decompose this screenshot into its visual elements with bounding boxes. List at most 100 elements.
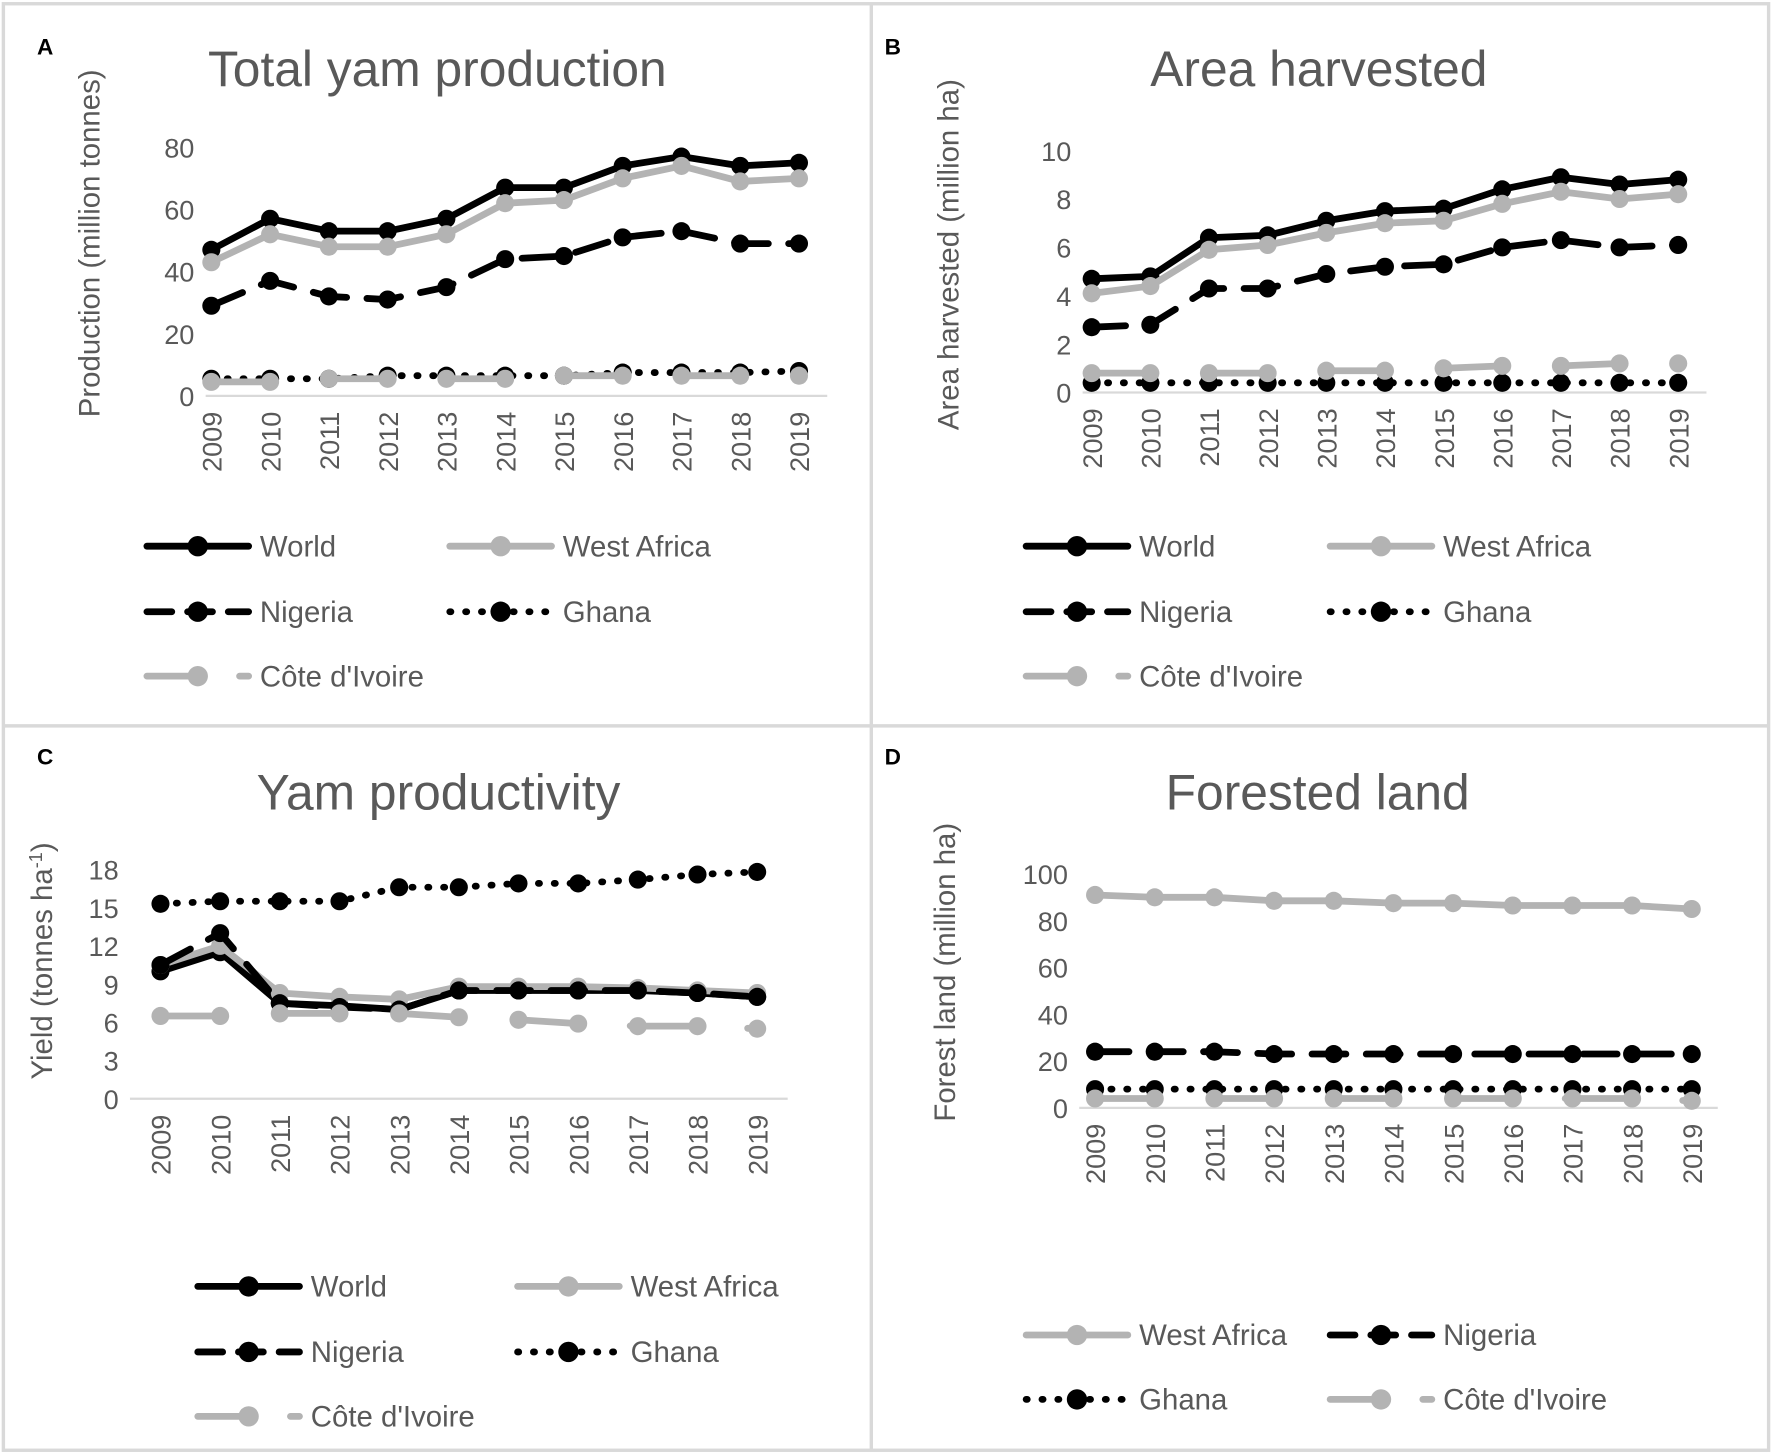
data-point bbox=[261, 209, 280, 228]
x-tick-label: 2014 bbox=[444, 1115, 475, 1175]
data-point bbox=[449, 1008, 468, 1027]
data-point bbox=[1493, 180, 1512, 199]
y-tick-label: 40 bbox=[1038, 999, 1068, 1030]
x-tick-label: 2019 bbox=[1663, 408, 1694, 468]
panel-b: B Area harvested Area harvested (million h… bbox=[885, 35, 1707, 693]
x-tick-label: 2014 bbox=[490, 412, 521, 472]
legend-marker bbox=[490, 536, 511, 557]
data-point bbox=[1503, 1044, 1522, 1064]
x-tick-label: 2018 bbox=[683, 1115, 714, 1175]
data-point bbox=[1145, 1089, 1164, 1108]
data-point bbox=[748, 1019, 767, 1038]
data-point bbox=[789, 234, 809, 253]
data-point bbox=[628, 870, 647, 889]
data-point bbox=[569, 1014, 588, 1033]
y-tick-label: 80 bbox=[1038, 906, 1068, 937]
data-point bbox=[1141, 364, 1160, 383]
legend-item: Côte d'Ivoire bbox=[1326, 1384, 1607, 1417]
data-point bbox=[509, 981, 528, 1000]
x-tick-label: 2014 bbox=[1370, 408, 1401, 468]
legend-item: West Africa bbox=[1022, 1319, 1288, 1352]
data-point bbox=[151, 1006, 170, 1026]
y-tick-label: 12 bbox=[89, 931, 119, 962]
data-point bbox=[270, 892, 289, 911]
data-point bbox=[1503, 896, 1522, 915]
legend-marker bbox=[238, 1406, 259, 1427]
data-point bbox=[390, 1004, 409, 1023]
data-point bbox=[672, 156, 691, 175]
x-tick-label: 2016 bbox=[608, 412, 639, 472]
x-tick-label: 2012 bbox=[325, 1115, 356, 1175]
data-point bbox=[1199, 279, 1219, 298]
data-point bbox=[748, 862, 767, 881]
legend-marker bbox=[1370, 1389, 1392, 1410]
legend-label: World bbox=[1139, 530, 1215, 563]
data-point bbox=[1434, 373, 1453, 392]
data-point bbox=[496, 369, 515, 388]
x-tick-label: 2013 bbox=[1311, 408, 1342, 468]
legend-marker bbox=[187, 665, 208, 687]
data-point bbox=[1669, 185, 1688, 204]
legend-marker bbox=[1370, 536, 1392, 557]
data-point bbox=[1551, 231, 1570, 250]
y-tick-label: 40 bbox=[164, 257, 194, 288]
data-point bbox=[1610, 354, 1629, 373]
x-tick-label: 2013 bbox=[432, 412, 463, 472]
x-tick-label: 2011 bbox=[265, 1115, 296, 1173]
y-tick-label: 0 bbox=[1053, 1093, 1068, 1124]
y-tick-label: 10 bbox=[1041, 136, 1071, 167]
data-point bbox=[1258, 235, 1277, 255]
legend-item: Nigeria bbox=[1326, 1319, 1537, 1352]
x-tick-label: 2009 bbox=[197, 412, 228, 472]
data-point bbox=[378, 369, 397, 388]
x-tick-label: 2018 bbox=[1605, 408, 1636, 468]
data-point bbox=[1205, 1042, 1224, 1061]
data-point bbox=[261, 225, 280, 244]
data-point bbox=[1610, 238, 1629, 257]
data-point bbox=[1375, 257, 1394, 276]
data-point bbox=[1384, 1044, 1403, 1064]
legend-marker bbox=[238, 1276, 259, 1297]
x-tick-label: 2011 bbox=[1194, 408, 1225, 466]
data-point bbox=[1551, 373, 1570, 392]
panel-label: D bbox=[885, 744, 901, 769]
legend-marker bbox=[187, 601, 208, 622]
series-nigeria bbox=[202, 222, 809, 315]
y-axis-label: Area harvested (million ha) bbox=[932, 79, 965, 430]
data-point bbox=[1669, 373, 1688, 392]
x-tick-label: 2015 bbox=[1429, 408, 1460, 468]
data-point bbox=[688, 983, 707, 1003]
data-point bbox=[496, 194, 515, 213]
data-point bbox=[731, 156, 750, 175]
data-point bbox=[1434, 359, 1453, 378]
data-point bbox=[1258, 279, 1277, 298]
data-point bbox=[688, 1017, 707, 1036]
data-point bbox=[211, 1006, 230, 1026]
data-point bbox=[202, 240, 221, 259]
data-point bbox=[1375, 361, 1394, 380]
data-point bbox=[202, 372, 221, 391]
series-world bbox=[202, 147, 809, 259]
y-tick-label: 0 bbox=[1056, 378, 1071, 409]
legend-label: Nigeria bbox=[1139, 596, 1233, 629]
legend-item: Ghana bbox=[446, 596, 652, 629]
data-point bbox=[789, 169, 809, 188]
data-point bbox=[1265, 1089, 1284, 1108]
data-point bbox=[731, 234, 750, 253]
data-point bbox=[378, 290, 397, 309]
legend-marker bbox=[558, 1341, 579, 1363]
y-tick-label: 80 bbox=[164, 132, 194, 163]
x-tick-label: 2016 bbox=[1498, 1124, 1529, 1184]
data-point bbox=[261, 372, 280, 391]
legend-item: Nigeria bbox=[194, 1336, 405, 1369]
data-point bbox=[1086, 1089, 1105, 1108]
data-point bbox=[437, 225, 456, 244]
legend-label: Ghana bbox=[1139, 1384, 1228, 1417]
data-point bbox=[319, 287, 338, 306]
legend-label: West Africa bbox=[631, 1271, 780, 1304]
series-west-africa bbox=[202, 156, 809, 272]
data-point bbox=[672, 222, 691, 241]
data-point bbox=[554, 191, 573, 210]
legend-item: West Africa bbox=[514, 1271, 780, 1304]
data-point bbox=[1199, 240, 1219, 259]
